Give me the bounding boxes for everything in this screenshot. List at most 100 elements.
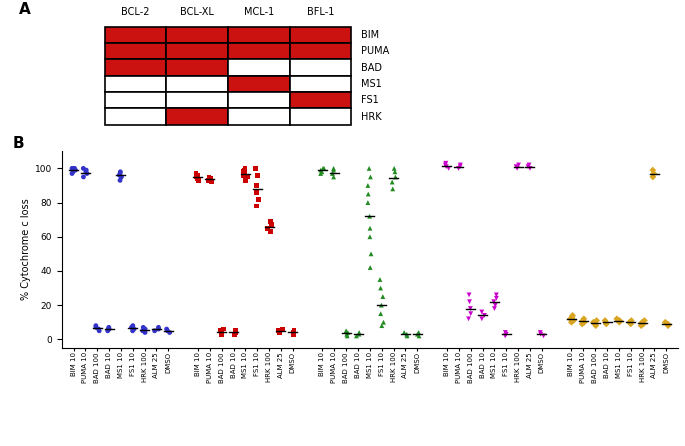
Point — [340, 327, 351, 334]
Bar — [166, 27, 228, 43]
Point — [636, 319, 647, 326]
Point — [219, 326, 229, 333]
Point — [600, 319, 611, 326]
Point — [328, 173, 339, 181]
Point — [490, 301, 501, 309]
Point — [479, 312, 490, 319]
Point — [390, 168, 401, 175]
Bar — [228, 108, 290, 125]
Point — [240, 177, 251, 184]
Text: A: A — [18, 2, 30, 17]
Point — [399, 329, 410, 336]
Point — [648, 170, 659, 177]
Point — [129, 326, 140, 333]
Point — [376, 322, 387, 329]
Point — [590, 322, 601, 329]
Point — [412, 330, 423, 338]
Point — [66, 165, 77, 172]
Point — [525, 165, 536, 172]
Point — [491, 291, 502, 298]
Point — [341, 330, 352, 338]
Point — [378, 319, 389, 326]
Bar — [228, 92, 290, 108]
Bar — [105, 59, 166, 76]
Point — [190, 170, 201, 177]
Point — [590, 320, 601, 327]
Point — [265, 228, 276, 235]
Bar — [228, 27, 290, 43]
Point — [364, 165, 375, 172]
Point — [251, 182, 262, 189]
Point — [363, 190, 374, 198]
Point — [375, 310, 386, 317]
Bar — [166, 76, 228, 92]
Point — [216, 329, 227, 336]
Point — [273, 327, 284, 334]
Point — [274, 329, 285, 336]
Point — [455, 163, 466, 170]
Point — [489, 305, 500, 312]
Text: PUMA: PUMA — [360, 46, 389, 56]
Point — [216, 330, 227, 338]
Bar — [105, 76, 166, 92]
Point — [277, 326, 288, 333]
Text: MCL-1: MCL-1 — [244, 7, 274, 17]
Point — [614, 319, 625, 326]
Point — [625, 320, 636, 327]
Point — [126, 324, 137, 331]
Point — [464, 298, 475, 306]
Point — [251, 202, 262, 210]
Point — [453, 165, 464, 172]
Point — [512, 165, 523, 172]
Point — [78, 165, 89, 172]
Point — [215, 327, 226, 334]
Point — [328, 166, 339, 173]
Text: BCL-2: BCL-2 — [121, 7, 150, 17]
Point — [499, 332, 510, 339]
Point — [443, 165, 454, 172]
Point — [192, 175, 203, 182]
Point — [387, 178, 398, 186]
Bar — [290, 76, 351, 92]
Point — [153, 326, 164, 333]
Point — [375, 276, 386, 283]
Point — [70, 166, 81, 173]
Point — [538, 332, 549, 339]
Point — [362, 199, 373, 206]
Point — [500, 329, 511, 336]
Point — [535, 330, 546, 338]
Bar — [166, 59, 228, 76]
Point — [230, 329, 241, 336]
Point — [315, 170, 326, 177]
Point — [93, 326, 104, 333]
Point — [364, 264, 375, 271]
Point — [647, 173, 658, 181]
Point — [229, 330, 240, 338]
Bar — [105, 108, 166, 125]
Point — [319, 165, 329, 172]
Point — [251, 189, 262, 196]
Bar — [166, 43, 228, 59]
Point — [599, 317, 610, 324]
Point — [591, 317, 602, 324]
Point — [80, 168, 91, 175]
Point — [94, 327, 105, 334]
Text: BIM: BIM — [360, 30, 379, 40]
Point — [364, 213, 375, 220]
Bar — [105, 27, 166, 43]
Point — [288, 327, 299, 334]
Bar — [290, 59, 351, 76]
Point — [375, 285, 386, 292]
Point — [266, 221, 277, 228]
Bar — [166, 108, 228, 125]
Point — [662, 320, 673, 327]
Point — [465, 305, 476, 312]
Point — [377, 293, 388, 300]
Point — [501, 330, 512, 338]
Point — [127, 327, 138, 334]
Point — [660, 319, 671, 326]
Point — [250, 165, 261, 172]
Point — [464, 291, 475, 298]
Point — [510, 163, 521, 170]
Point — [476, 315, 487, 322]
